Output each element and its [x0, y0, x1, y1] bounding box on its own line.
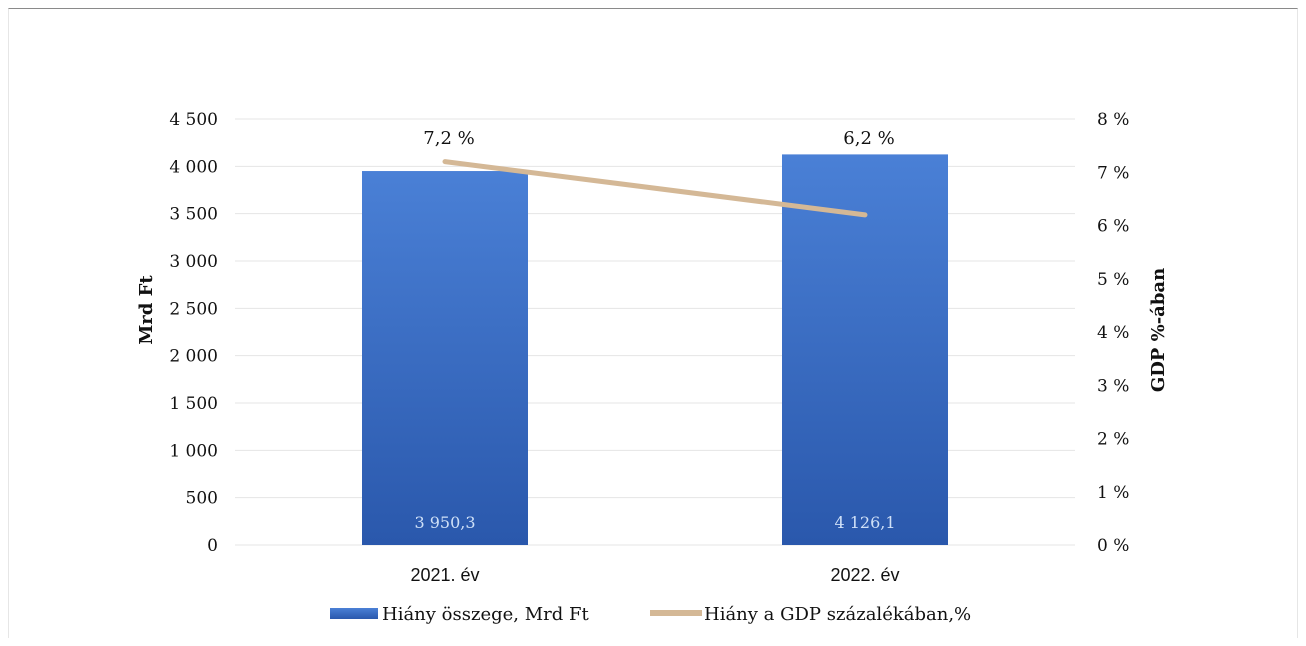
left-tick-label: 4 000 [169, 157, 218, 177]
gridlines [235, 118, 1075, 546]
left-tick-label: 1 000 [169, 441, 218, 461]
line-data-label: 7,2 % [423, 128, 474, 149]
right-axis-ticks: 0 % 1 % 2 % 3 % 4 % 5 % 6 % 7 % 8 % [1097, 110, 1129, 556]
line-series: 7,2 % 6,2 % [423, 128, 895, 218]
legend-swatch-line [650, 610, 702, 616]
right-tick-label: 5 % [1097, 270, 1129, 290]
left-tick-label: 3 000 [169, 252, 218, 272]
right-tick-label: 7 % [1097, 163, 1129, 183]
left-tick-label: 2 000 [169, 347, 218, 367]
right-axis-title: GDP %-ában [1148, 268, 1169, 392]
bar [362, 171, 528, 545]
legend-label-bar: Hiány összege, Mrd Ft [382, 604, 590, 625]
line-data-label: 6,2 % [843, 128, 894, 149]
left-tick-label: 4 500 [169, 110, 218, 130]
right-tick-label: 0 % [1097, 536, 1129, 556]
category-label: 2021. év [410, 565, 479, 585]
chart-frame [8, 8, 1298, 638]
left-tick-label: 3 500 [169, 205, 218, 225]
left-tick-label: 1 500 [169, 394, 218, 414]
bar-series: 3 950,3 4 126,1 [362, 154, 948, 545]
left-tick-label: 2 500 [169, 299, 218, 319]
category-labels: 2021. év 2022. év [410, 565, 899, 585]
left-axis-ticks: 0 500 1 000 1 500 2 000 2 500 3 000 3 500 4 000 4… [169, 110, 218, 556]
left-axis-title: Mrd Ft [136, 275, 157, 345]
category-label: 2022. év [830, 565, 899, 585]
left-tick-label: 500 [186, 489, 218, 509]
right-tick-label: 8 % [1097, 110, 1129, 130]
right-tick-label: 4 % [1097, 323, 1129, 343]
legend: Hiány összege, Mrd Ft Hiány a GDP százal… [330, 604, 971, 625]
bar-data-label: 3 950,3 [414, 513, 475, 532]
right-tick-label: 3 % [1097, 376, 1129, 396]
legend-swatch-bar [330, 608, 378, 619]
legend-label-line: Hiány a GDP százalékában,% [704, 604, 971, 625]
bar [782, 154, 948, 545]
right-tick-label: 6 % [1097, 217, 1129, 237]
line-path [442, 159, 868, 218]
bar-data-label: 4 126,1 [834, 513, 895, 532]
right-tick-label: 1 % [1097, 483, 1129, 503]
left-tick-label: 0 [207, 536, 218, 556]
right-tick-label: 2 % [1097, 430, 1129, 450]
